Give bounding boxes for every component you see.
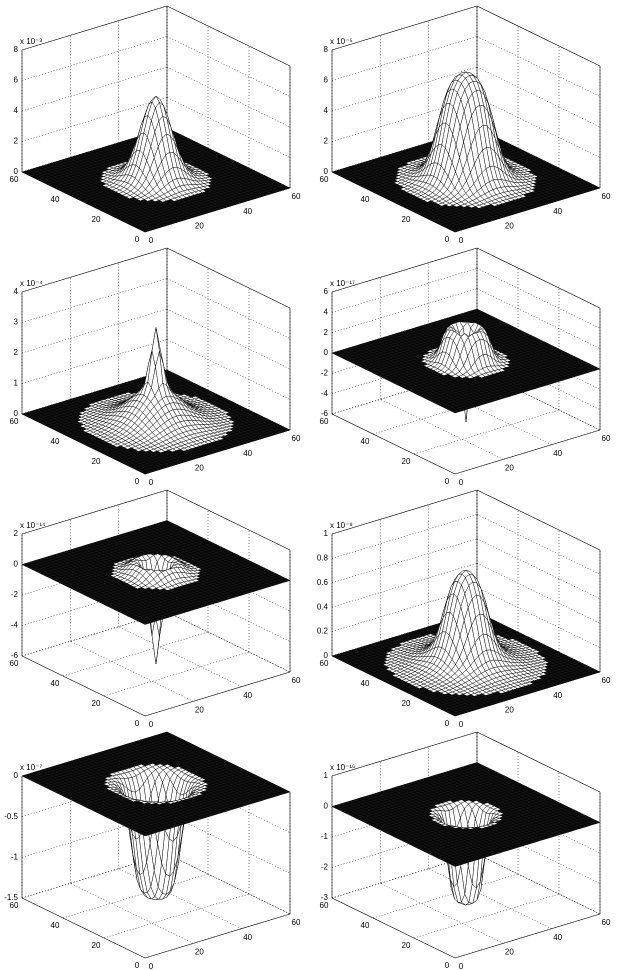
z-tick-label: 4 xyxy=(14,287,19,296)
y-tick-label: 0 xyxy=(135,477,140,486)
grid-line xyxy=(166,308,291,370)
y-tick-label: 60 xyxy=(10,175,19,184)
box-edge xyxy=(476,5,601,67)
y-tick-label: 20 xyxy=(402,215,411,224)
y-tick-label: 40 xyxy=(51,195,60,204)
z-tick-label: 0 xyxy=(324,348,329,357)
x-tick-label: 40 xyxy=(243,449,252,458)
grid-line xyxy=(476,36,601,97)
grid-line xyxy=(21,308,168,354)
y-tick-label: 60 xyxy=(320,175,329,184)
x-tick-label: 60 xyxy=(292,192,301,201)
grid-line xyxy=(166,36,291,97)
x-tick-label: 0 xyxy=(149,236,154,245)
grid-line xyxy=(21,5,168,51)
exponent-label: x 10⁻⁵ xyxy=(330,37,353,46)
x-tick-label: 0 xyxy=(149,478,154,487)
y-tick-label: 20 xyxy=(402,457,411,466)
y-tick-label: 40 xyxy=(361,437,370,446)
grid-line xyxy=(331,5,478,51)
z-tick-label: 3 xyxy=(14,318,19,327)
y-tick-label: 60 xyxy=(10,417,19,426)
box-edge xyxy=(476,247,601,309)
z-tick-label: 4 xyxy=(324,106,329,115)
x-tick-label: 20 xyxy=(505,221,514,230)
y-tick-label: 0 xyxy=(445,235,450,244)
grid-line xyxy=(476,66,601,128)
z-tick-label: 8 xyxy=(324,45,329,54)
y-axis xyxy=(331,413,456,475)
z-tick-label: 0 xyxy=(14,167,19,176)
z-tick-label: -4 xyxy=(321,389,329,398)
x-tick-label: 40 xyxy=(553,207,562,216)
y-tick-label: 20 xyxy=(92,457,101,466)
exponent-label: x 10⁻³ xyxy=(20,37,42,46)
z-tick-label: 1 xyxy=(14,379,19,388)
z-tick-label: -2 xyxy=(321,368,329,377)
grid-line xyxy=(21,36,168,81)
z-tick-label: 2 xyxy=(14,137,19,146)
y-tick-label: 40 xyxy=(51,437,60,446)
surface xyxy=(21,95,291,233)
grid-line xyxy=(413,409,560,455)
z-tick-label: 2 xyxy=(14,348,19,357)
grid-line xyxy=(21,97,168,142)
y-tick-label: 60 xyxy=(320,417,329,426)
y-tick-label: 0 xyxy=(445,477,450,486)
z-tick-label: 8 xyxy=(14,45,19,54)
z-tick-label: 4 xyxy=(324,307,329,316)
z-tick-label: 2 xyxy=(324,328,329,337)
x-tick-label: 60 xyxy=(292,434,301,443)
grid-line xyxy=(380,399,504,460)
x-tick-label: 20 xyxy=(195,463,204,472)
x-tick-label: 40 xyxy=(553,449,562,458)
surface xyxy=(331,308,601,423)
x-tick-label: 60 xyxy=(602,192,611,201)
exponent-label: x 10⁻⁴ xyxy=(20,279,43,288)
y-tick-label: 40 xyxy=(361,195,370,204)
x-tick-label: 60 xyxy=(602,434,611,443)
z-tick-label: 6 xyxy=(324,76,329,85)
x-tick-label: 0 xyxy=(459,478,464,487)
grid-line xyxy=(166,278,291,339)
exponent-label: x 10⁻¹⁷ xyxy=(330,279,355,288)
grid-line xyxy=(331,268,478,313)
x-tick-label: 20 xyxy=(195,221,204,230)
grid-line xyxy=(166,97,291,158)
grid-line xyxy=(21,66,168,112)
x-tick-label: 20 xyxy=(505,463,514,472)
x-tick-label: 40 xyxy=(243,207,252,216)
y-tick-label: 0 xyxy=(135,235,140,244)
x-tick-label: 0 xyxy=(459,236,464,245)
y-tick-label: 20 xyxy=(92,215,101,224)
grid-line xyxy=(166,5,291,67)
grid-line xyxy=(166,66,291,128)
z-tick-label: 4 xyxy=(14,106,19,115)
z-tick-label: 2 xyxy=(324,137,329,146)
z-tick-label: 6 xyxy=(14,76,19,85)
z-tick-label: 6 xyxy=(324,287,329,296)
